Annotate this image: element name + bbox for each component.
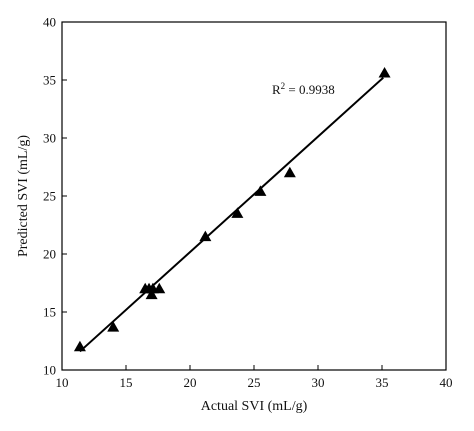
y-tick-label: 40 [43, 15, 56, 30]
x-tick-label: 25 [248, 375, 261, 390]
x-tick-label: 40 [440, 375, 453, 390]
y-tick-label: 10 [43, 363, 56, 378]
data-point-triangle [199, 230, 212, 242]
r-squared-annotation: R2 = 0.9938 [272, 81, 335, 97]
y-axis-label: Predicted SVI (mL/g) [16, 135, 31, 257]
y-tick-label: 35 [43, 73, 56, 88]
r-squared-label: R [272, 82, 281, 97]
y-tick-label: 15 [43, 305, 56, 320]
r-squared-superscript: 2 [281, 81, 286, 91]
fit-line [79, 76, 384, 353]
data-points [73, 67, 391, 352]
x-tick-label: 15 [120, 375, 133, 390]
x-tick-label: 35 [376, 375, 389, 390]
x-tick-label: 10 [56, 375, 69, 390]
data-point-triangle [378, 67, 391, 78]
data-point-triangle [153, 282, 166, 294]
x-axis-label: Actual SVI (mL/g) [201, 399, 308, 414]
x-tick-label: 30 [312, 375, 325, 390]
x-tick-label: 20 [184, 375, 197, 390]
data-point-triangle [283, 166, 296, 178]
fit-line-group [79, 76, 384, 353]
data-point-triangle [73, 340, 86, 352]
data-point-triangle [231, 207, 244, 218]
r-squared-value: = 0.9938 [285, 82, 335, 97]
axis-ticks: 10 15 20 25 30 35 40 10 15 20 25 30 35 40 [43, 15, 453, 391]
data-point-triangle [107, 321, 120, 332]
y-tick-label: 30 [43, 131, 56, 146]
y-tick-label: 20 [43, 247, 56, 262]
data-point-triangle [254, 185, 267, 196]
data-point-triangle [145, 288, 158, 300]
y-tick-label: 25 [43, 189, 56, 204]
